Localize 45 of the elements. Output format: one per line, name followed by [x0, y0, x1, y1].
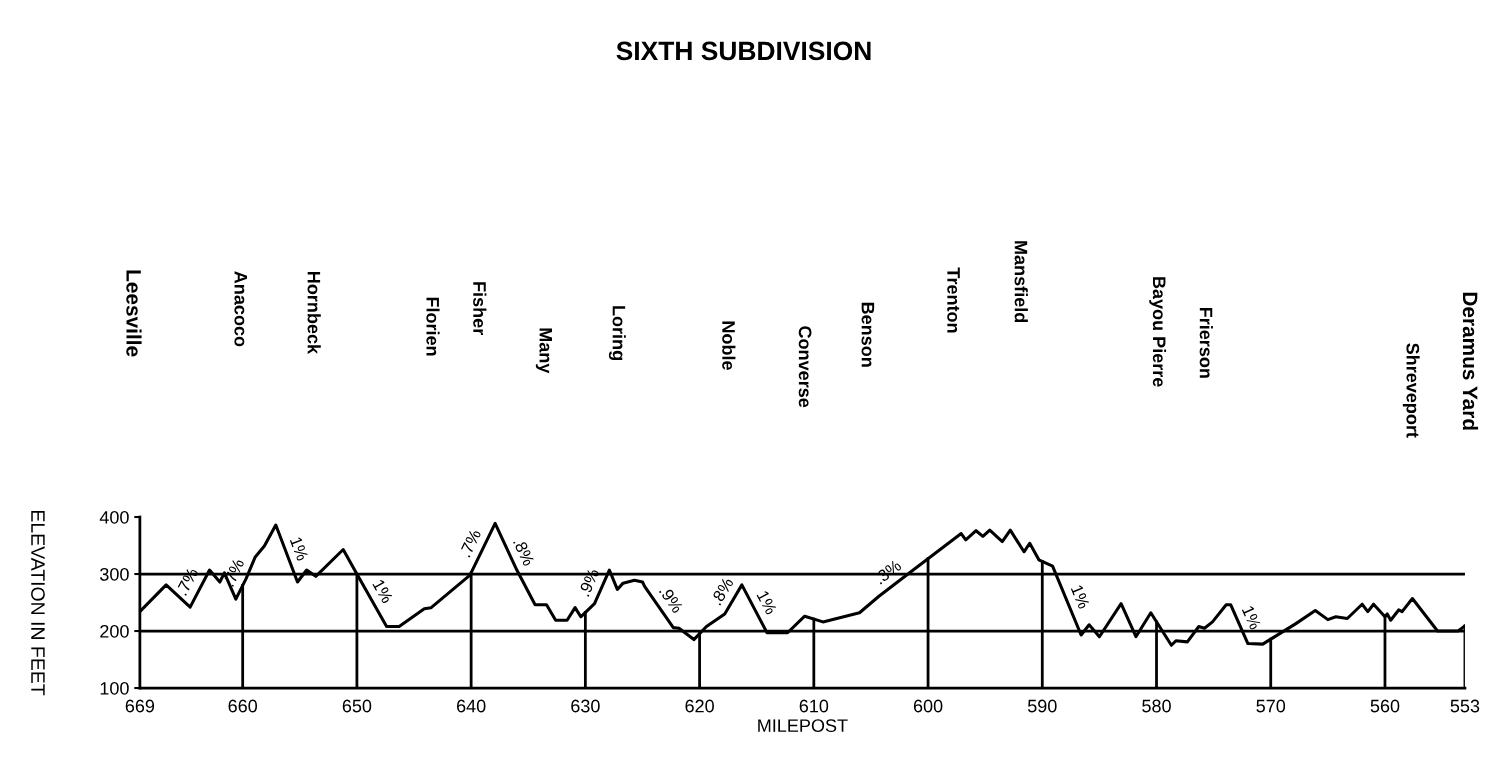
text: Frierson	[1199, 307, 1213, 378]
x-tick-label: 570	[1256, 699, 1286, 713]
text: Benson	[861, 302, 875, 367]
text: Hornbeck	[307, 272, 321, 355]
text: Shreveport	[1402, 343, 1420, 438]
annotation: .8%	[710, 576, 734, 606]
annotation: .7%	[459, 528, 482, 558]
x-tick-label: 660	[228, 699, 258, 713]
x-tick-label: 630	[571, 699, 600, 713]
y-tick-label: 100	[100, 681, 129, 695]
annotation: 1%	[1241, 605, 1262, 631]
x-axis-title: MILEPOST	[758, 719, 848, 733]
x-tick-label: 580	[1142, 699, 1171, 713]
x-tick-label: 560	[1370, 699, 1400, 713]
text: Converse	[798, 326, 812, 408]
text: Bayou Pierre	[1149, 277, 1167, 387]
annotation: 1%	[756, 590, 778, 616]
annotation: .9%	[658, 585, 684, 614]
text: Leesville	[126, 270, 142, 357]
x-tick-label: 620	[685, 699, 714, 713]
x-tick-label: 650	[342, 699, 372, 713]
x-tick-label: 600	[913, 699, 943, 713]
text: Florien	[426, 297, 440, 356]
text: Trenton	[947, 267, 960, 333]
chart-title: SIXTH SUBDIVISION	[616, 41, 871, 61]
x-tick-label: 610	[799, 699, 829, 713]
x-tick-label: 640	[456, 699, 486, 713]
x-tick-label: 669	[125, 699, 155, 713]
y-axis-title: ELEVATION IN FEET	[31, 511, 45, 696]
y-tick-label: 200	[100, 624, 129, 638]
annotation: .8%	[512, 537, 535, 567]
text: Deramus Yard	[1462, 292, 1479, 430]
annotation: 1%	[289, 536, 309, 562]
text: Many	[535, 328, 552, 374]
x-tick-label: 553	[1450, 699, 1480, 713]
x-tick-label: 590	[1027, 699, 1057, 713]
text: Loring	[608, 306, 626, 360]
text: Mansfield	[1014, 241, 1028, 323]
text: Noble	[722, 321, 736, 370]
annotation: 1%	[372, 578, 394, 604]
y-tick-label: 400	[99, 510, 129, 524]
annotation: 1%	[1070, 584, 1091, 610]
text: Anacoco	[234, 271, 247, 347]
text: Fisher	[473, 282, 487, 335]
y-tick-label: 300	[100, 567, 129, 581]
